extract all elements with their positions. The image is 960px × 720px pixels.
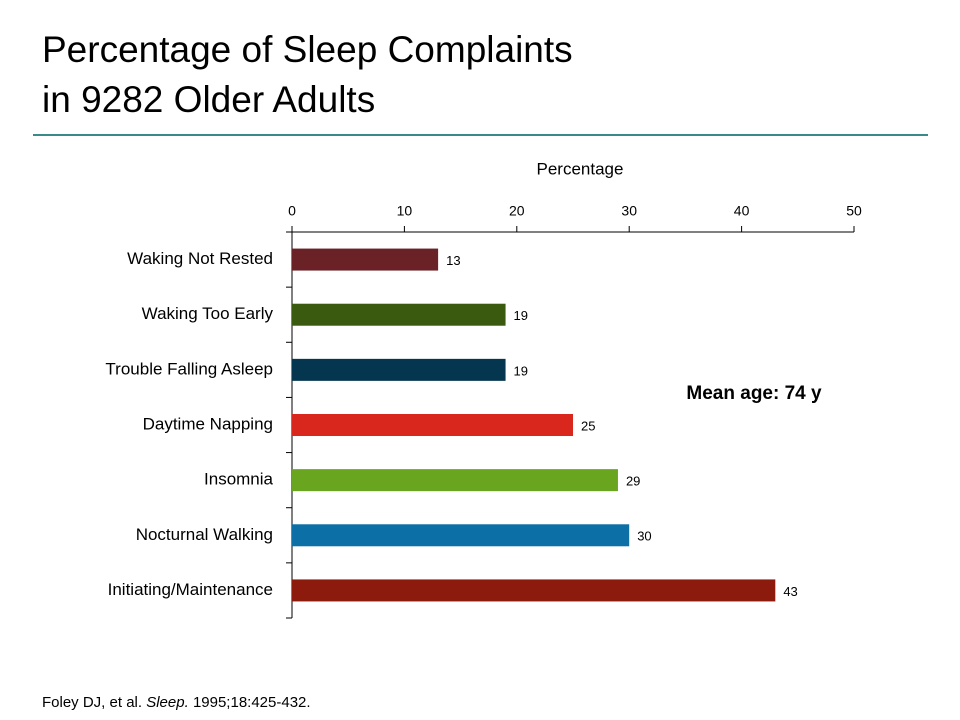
title-line: in 9282 Older Adults <box>42 79 375 120</box>
x-tick-label: 30 <box>621 203 637 219</box>
value-label: 13 <box>446 253 460 268</box>
y-tick-label: Trouble Falling Asleep <box>105 359 273 378</box>
x-tick-label: 40 <box>734 203 750 219</box>
value-label: 43 <box>783 584 797 599</box>
value-label: 30 <box>637 529 651 544</box>
citation-authors: Foley DJ, et al. <box>42 694 142 711</box>
y-tick-label: Waking Not Rested <box>127 249 273 268</box>
x-axis-label: Percentage <box>537 159 624 178</box>
citation-details: 1995;18:425-432. <box>193 694 311 711</box>
value-label: 29 <box>626 474 640 489</box>
x-tick-label: 50 <box>846 203 862 219</box>
y-tick-label: Initiating/Maintenance <box>108 580 273 599</box>
y-tick-label: Nocturnal Walking <box>136 525 273 544</box>
citation: Foley DJ, et al. Sleep. 1995;18:425-432. <box>42 694 311 711</box>
y-tick-label: Insomnia <box>204 470 274 489</box>
bar <box>292 414 573 436</box>
value-label: 19 <box>514 363 528 378</box>
value-label: 19 <box>514 308 528 323</box>
bar <box>292 579 776 602</box>
bar <box>292 303 506 326</box>
value-label: 25 <box>581 418 595 433</box>
bar <box>292 469 618 492</box>
x-tick-label: 20 <box>509 203 525 219</box>
y-tick-label: Daytime Napping <box>143 414 273 433</box>
title-line: Percentage of Sleep Complaints <box>42 29 573 70</box>
y-tick-label: Waking Too Early <box>142 304 274 323</box>
annotation: Mean age: 74 y <box>686 383 822 404</box>
bar <box>292 358 506 381</box>
bar <box>292 248 439 271</box>
citation-journal: Sleep. <box>146 694 189 711</box>
bar <box>292 524 630 547</box>
x-tick-label: 10 <box>397 203 413 219</box>
x-tick-label: 0 <box>288 203 296 219</box>
